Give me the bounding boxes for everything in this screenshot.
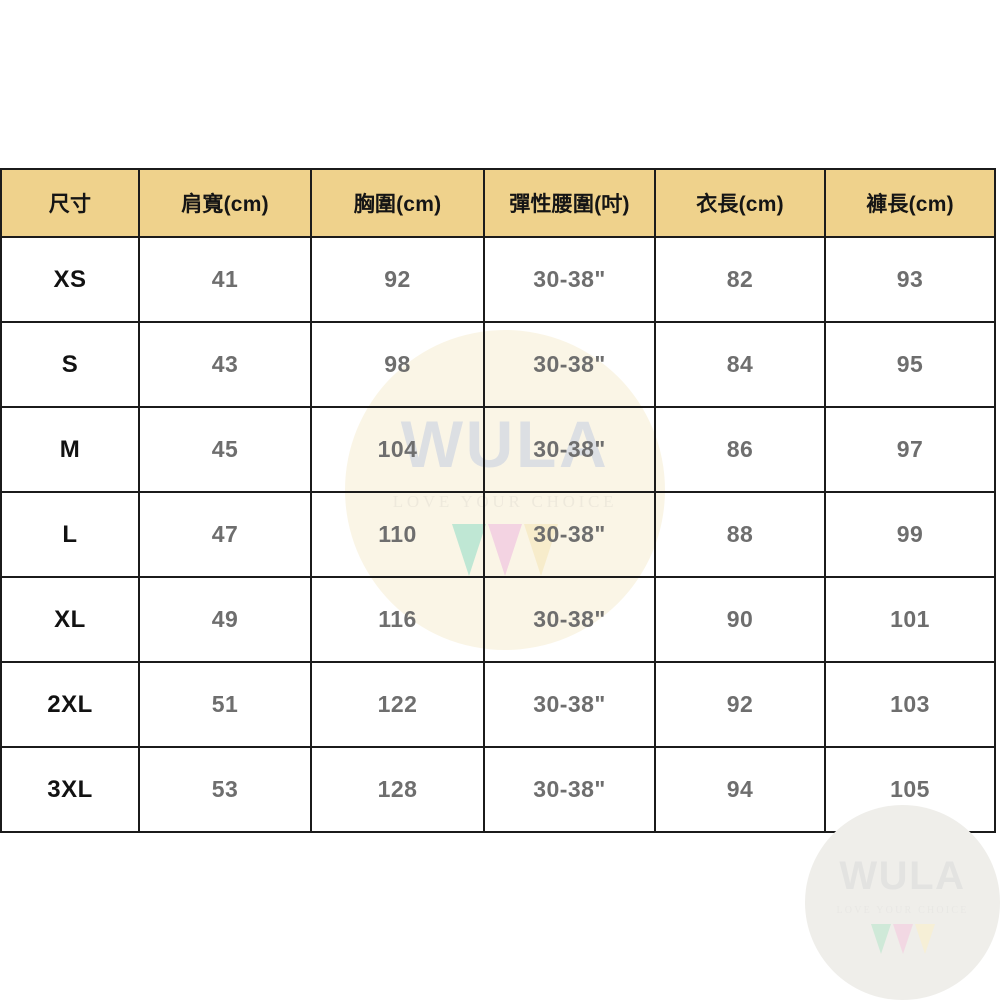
size-table: 尺寸 肩寬(cm) 胸圍(cm) 彈性腰圍(吋) 衣長(cm) 褲長(cm) X…: [0, 168, 996, 833]
cell-shoulder: 51: [138, 661, 312, 748]
cell-pants-length: 93: [824, 236, 996, 323]
table-row: S 43 98 30-38" 84 95: [0, 321, 996, 408]
cell-chest: 92: [310, 236, 485, 323]
cell-top-length: 88: [654, 491, 826, 578]
table-row: L 47 110 30-38" 88 99: [0, 491, 996, 578]
cell-size: M: [0, 406, 140, 493]
cell-size: XL: [0, 576, 140, 663]
cell-chest: 128: [310, 746, 485, 833]
watermark-corner-brand: WULA: [839, 853, 966, 898]
cell-top-length: 82: [654, 236, 826, 323]
cell-waist: 30-38": [483, 661, 656, 748]
flag-triangle-pink-icon: [892, 923, 913, 954]
cell-top-length: 94: [654, 746, 826, 833]
cell-waist: 30-38": [483, 746, 656, 833]
cell-pants-length: 101: [824, 576, 996, 663]
watermark-corner-tagline: LOVE YOUR CHOICE: [836, 904, 969, 916]
flag-triangle-cream-icon: [914, 923, 935, 954]
cell-waist: 30-38": [483, 321, 656, 408]
size-table-body: XS 41 92 30-38" 82 93 S 43 98 30-38" 84 …: [0, 236, 996, 833]
cell-shoulder: 53: [138, 746, 312, 833]
column-header-shoulder: 肩寬(cm): [138, 168, 312, 238]
cell-waist: 30-38": [483, 406, 656, 493]
header-row: 尺寸 肩寬(cm) 胸圍(cm) 彈性腰圍(吋) 衣長(cm) 褲長(cm): [0, 168, 996, 238]
cell-shoulder: 47: [138, 491, 312, 578]
cell-top-length: 84: [654, 321, 826, 408]
cell-pants-length: 99: [824, 491, 996, 578]
cell-waist: 30-38": [483, 236, 656, 323]
table-row: 2XL 51 122 30-38" 92 103: [0, 661, 996, 748]
cell-size: 2XL: [0, 661, 140, 748]
table-row: M 45 104 30-38" 86 97: [0, 406, 996, 493]
cell-top-length: 90: [654, 576, 826, 663]
cell-size: S: [0, 321, 140, 408]
column-header-waist: 彈性腰圍(吋): [483, 168, 656, 238]
watermark-corner-flags-icon: [870, 923, 935, 954]
cell-size: XS: [0, 236, 140, 323]
cell-shoulder: 41: [138, 236, 312, 323]
column-header-size: 尺寸: [0, 168, 140, 238]
cell-pants-length: 95: [824, 321, 996, 408]
flag-triangle-teal-icon: [870, 923, 891, 954]
cell-chest: 116: [310, 576, 485, 663]
cell-chest: 98: [310, 321, 485, 408]
cell-chest: 104: [310, 406, 485, 493]
size-table-head: 尺寸 肩寬(cm) 胸圍(cm) 彈性腰圍(吋) 衣長(cm) 褲長(cm): [0, 168, 996, 238]
cell-shoulder: 45: [138, 406, 312, 493]
column-header-top-length: 衣長(cm): [654, 168, 826, 238]
cell-chest: 110: [310, 491, 485, 578]
table-row: 3XL 53 128 30-38" 94 105: [0, 746, 996, 833]
cell-size: 3XL: [0, 746, 140, 833]
cell-waist: 30-38": [483, 576, 656, 663]
cell-size: L: [0, 491, 140, 578]
cell-shoulder: 49: [138, 576, 312, 663]
cell-top-length: 92: [654, 661, 826, 748]
cell-chest: 122: [310, 661, 485, 748]
table-row: XL 49 116 30-38" 90 101: [0, 576, 996, 663]
cell-top-length: 86: [654, 406, 826, 493]
watermark-corner: WULA LOVE YOUR CHOICE: [805, 805, 1000, 1000]
column-header-chest: 胸圍(cm): [310, 168, 485, 238]
table-row: XS 41 92 30-38" 82 93: [0, 236, 996, 323]
cell-pants-length: 103: [824, 661, 996, 748]
column-header-pants-length: 褲長(cm): [824, 168, 996, 238]
cell-shoulder: 43: [138, 321, 312, 408]
cell-waist: 30-38": [483, 491, 656, 578]
cell-pants-length: 105: [824, 746, 996, 833]
size-table-container: 尺寸 肩寬(cm) 胸圍(cm) 彈性腰圍(吋) 衣長(cm) 褲長(cm) X…: [0, 168, 996, 833]
cell-pants-length: 97: [824, 406, 996, 493]
